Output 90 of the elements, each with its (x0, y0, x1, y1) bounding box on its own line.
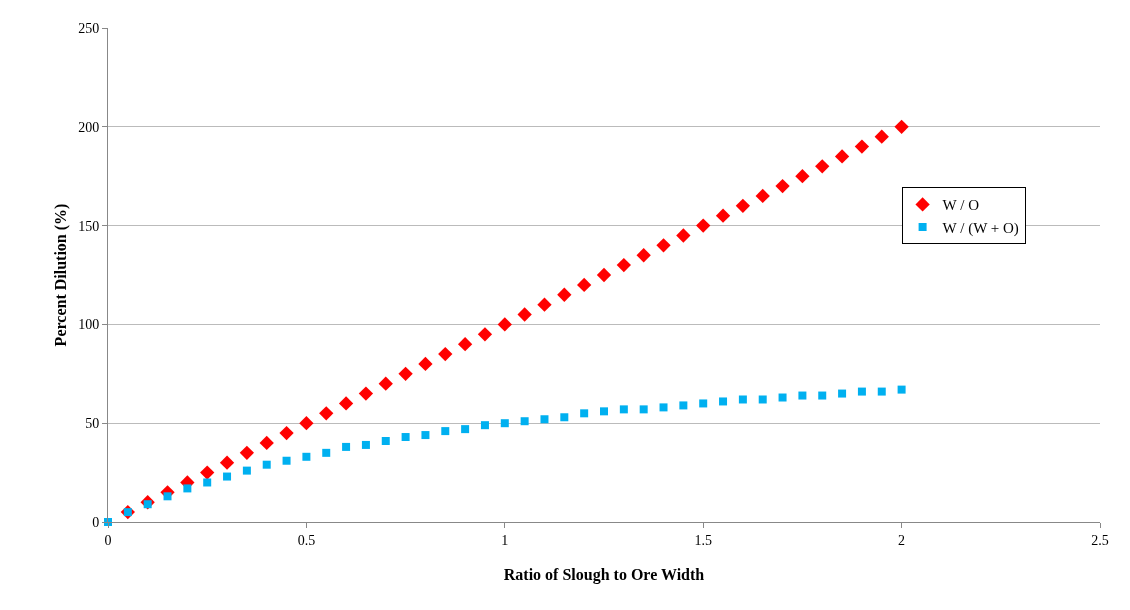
point (441, 427, 450, 436)
point (795, 169, 810, 184)
point (163, 492, 172, 501)
point (302, 452, 311, 461)
point (322, 448, 331, 457)
y-tick-label: 50 (85, 416, 100, 432)
y-axis-title: Percent Dilution (%) (52, 203, 70, 347)
point (679, 401, 688, 410)
x-tick-label: 1.5 (694, 532, 712, 548)
point (676, 228, 691, 243)
point (259, 435, 274, 451)
point (755, 188, 770, 204)
point (421, 431, 430, 440)
point (719, 397, 728, 406)
point (857, 387, 866, 396)
point (219, 455, 235, 470)
point (560, 413, 569, 422)
point (200, 465, 215, 480)
point (894, 119, 909, 134)
point (438, 346, 453, 362)
point (738, 395, 747, 404)
point (203, 478, 212, 487)
point (656, 238, 671, 253)
point (758, 395, 767, 404)
point (183, 484, 192, 493)
point (517, 307, 532, 322)
point (699, 399, 708, 408)
point (818, 391, 827, 400)
legend-label: W / O (942, 197, 980, 214)
point (778, 393, 787, 402)
point (600, 407, 608, 416)
point (299, 416, 314, 431)
point (834, 149, 850, 164)
point (580, 409, 589, 418)
y-tick-label: 150 (78, 218, 100, 234)
x-tick-label: 0.5 (297, 532, 316, 548)
point (398, 366, 413, 381)
x-tick-label: 1 (501, 532, 509, 548)
y-tick-label: 200 (78, 119, 100, 135)
legend-label: W / (W + O) (942, 219, 1019, 237)
point (616, 257, 631, 273)
point (457, 337, 473, 352)
point (520, 417, 529, 426)
point (540, 415, 549, 424)
point (838, 389, 847, 398)
point (418, 356, 433, 372)
y-tick-label: 250 (78, 20, 100, 36)
point (500, 419, 509, 428)
point (659, 403, 668, 412)
point (223, 472, 232, 481)
point (378, 376, 393, 391)
point (877, 387, 886, 396)
point (342, 442, 351, 451)
point (815, 159, 830, 174)
point (461, 425, 470, 434)
point (497, 317, 512, 332)
point (242, 466, 251, 475)
x-axis-title: Ratio of Slough to Ore Width (503, 566, 705, 584)
y-tick-label: 100 (78, 317, 100, 333)
point (897, 385, 906, 394)
point (361, 440, 370, 449)
point (358, 386, 374, 401)
point (775, 178, 790, 194)
point (338, 396, 354, 411)
point (480, 421, 489, 430)
point (696, 218, 711, 233)
point (854, 139, 870, 154)
point (282, 456, 291, 465)
point (319, 406, 334, 421)
point (557, 287, 572, 302)
point (381, 436, 390, 445)
point (639, 405, 648, 414)
point (715, 208, 731, 223)
point (401, 433, 410, 442)
point (636, 248, 651, 263)
x-tick-label: 0 (104, 532, 112, 548)
point (239, 445, 255, 460)
point (735, 198, 751, 213)
y-tick-label: 0 (92, 514, 100, 530)
point (577, 277, 592, 293)
x-tick-label: 2.5 (1091, 532, 1109, 548)
point (262, 460, 271, 469)
point (874, 129, 889, 144)
point (537, 297, 552, 312)
point (596, 267, 612, 283)
x-tick-label: 2 (898, 532, 906, 548)
point (279, 425, 294, 441)
point (477, 327, 493, 342)
point (798, 391, 807, 400)
point (619, 405, 628, 414)
